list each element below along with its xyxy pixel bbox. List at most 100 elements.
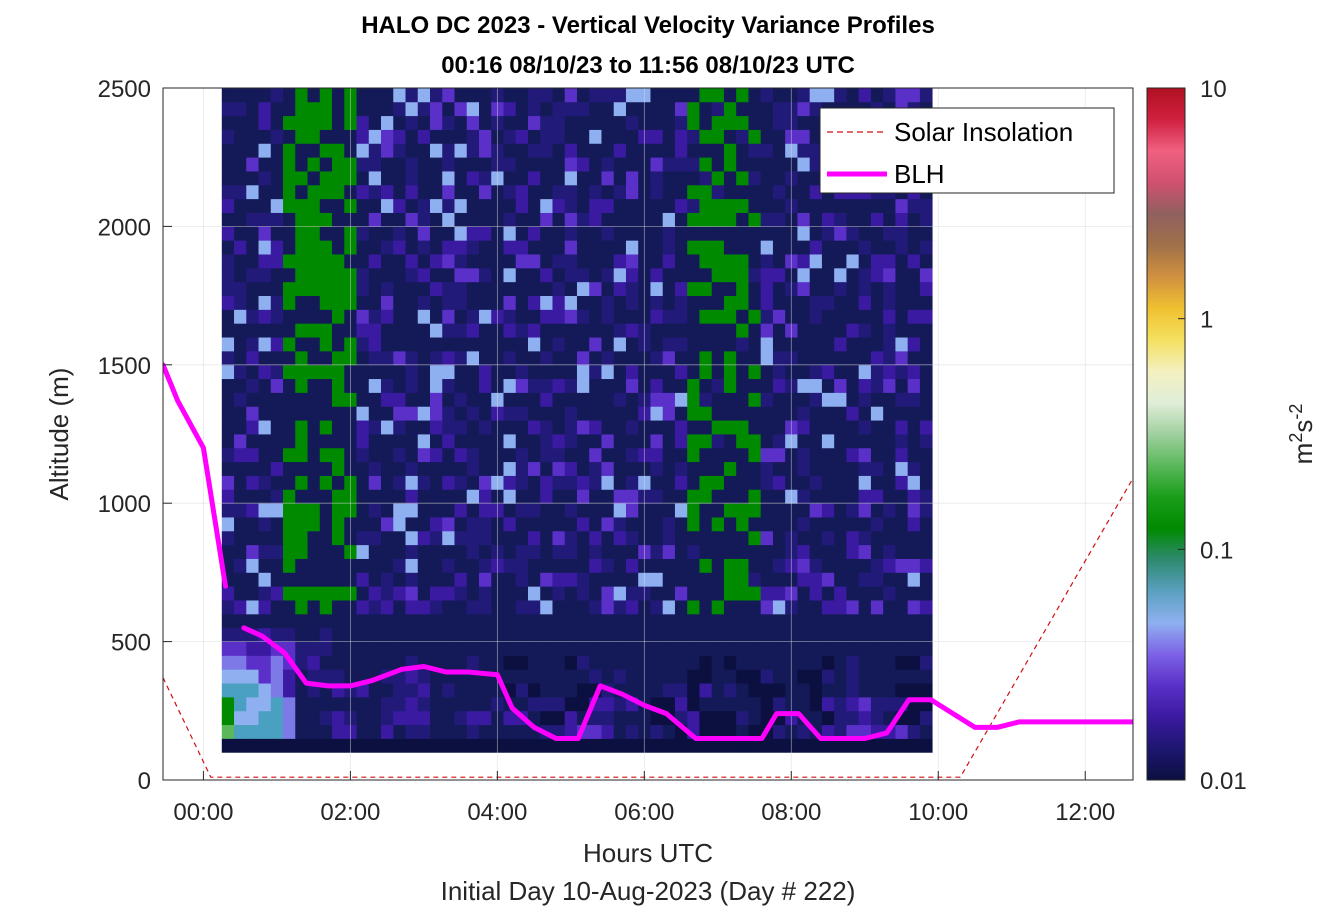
heatmap-cell: [846, 696, 860, 712]
heatmap-cell: [576, 184, 590, 200]
heatmap-cell: [234, 655, 247, 670]
heatmap-cell: [405, 392, 419, 407]
heatmap-cell: [870, 530, 884, 546]
heatmap-cell: [613, 572, 627, 587]
heatmap-cell: [736, 171, 749, 186]
heatmap-cell: [368, 350, 382, 366]
heatmap-cell: [221, 724, 235, 739]
heatmap-cell: [760, 309, 774, 324]
heatmap-cell: [870, 572, 884, 587]
heatmap-cell: [368, 627, 382, 642]
heatmap-cell: [576, 641, 590, 656]
heatmap-cell: [454, 157, 468, 172]
heatmap-cell: [589, 669, 602, 684]
heatmap-cell: [454, 572, 468, 587]
heatmap-cell: [699, 88, 713, 103]
heatmap-cell: [772, 420, 786, 435]
heatmap-cell: [687, 378, 700, 393]
heatmap-cell: [883, 627, 896, 642]
heatmap-cell: [907, 558, 921, 573]
heatmap-cell: [332, 267, 345, 283]
heatmap-cell: [674, 240, 688, 255]
heatmap-cell: [589, 558, 602, 573]
heatmap-cell: [662, 240, 676, 255]
heatmap-cell: [589, 406, 602, 421]
heatmap-cell: [760, 600, 774, 615]
heatmap-cell: [589, 378, 602, 393]
heatmap-cell: [772, 378, 786, 393]
heatmap-cell: [613, 613, 627, 629]
heatmap-cell: [246, 364, 259, 380]
heatmap-cell: [442, 600, 455, 615]
heatmap-cell: [503, 627, 517, 642]
heatmap-cell: [674, 655, 688, 670]
heatmap-cell: [883, 530, 896, 546]
heatmap-cell: [307, 517, 321, 532]
heatmap-cell: [430, 392, 443, 407]
heatmap-cell: [711, 184, 725, 200]
heatmap-cell: [515, 530, 529, 546]
heatmap-cell: [674, 683, 688, 698]
heatmap-cell: [368, 406, 382, 421]
heatmap-cell: [699, 461, 713, 476]
heatmap-cell: [307, 364, 321, 380]
heatmap-cell: [466, 461, 480, 476]
heatmap-cell: [307, 434, 321, 449]
heatmap-cell: [650, 710, 664, 726]
heatmap-cell: [466, 323, 480, 338]
heatmap-cell: [699, 212, 713, 227]
heatmap-cell: [332, 738, 345, 753]
x-tick-label: 02:00: [320, 799, 380, 826]
heatmap-cell: [295, 295, 308, 310]
heatmap-cell: [442, 240, 455, 255]
heatmap-cell: [736, 337, 749, 352]
heatmap-cell: [454, 392, 468, 407]
heatmap-cell: [307, 655, 321, 670]
heatmap-cell: [589, 364, 602, 380]
heatmap-cell: [883, 420, 896, 435]
heatmap-cell: [576, 600, 590, 615]
heatmap-cell: [650, 129, 664, 144]
heatmap-cell: [356, 309, 370, 324]
heatmap-cell: [687, 434, 700, 449]
heatmap-cell: [821, 350, 835, 366]
heatmap-cell: [858, 447, 872, 463]
heatmap-cell: [442, 184, 455, 200]
heatmap-cell: [503, 212, 517, 227]
heatmap-cell: [368, 323, 382, 338]
heatmap-cell: [907, 669, 921, 684]
heatmap-cell: [552, 267, 566, 283]
heatmap-cell: [772, 530, 786, 546]
heatmap-cell: [405, 683, 419, 698]
heatmap-cell: [723, 157, 737, 172]
heatmap-cell: [564, 710, 578, 726]
heatmap-cell: [601, 420, 615, 435]
heatmap-cell: [870, 212, 884, 227]
heatmap-cell: [589, 738, 602, 753]
heatmap-cell: [760, 392, 774, 407]
heatmap-cell: [723, 364, 737, 380]
heatmap-cell: [883, 240, 896, 255]
heatmap-cell: [221, 447, 235, 463]
heatmap-cell: [283, 143, 296, 158]
heatmap-cell: [540, 281, 553, 296]
heatmap-cell: [650, 143, 664, 158]
heatmap-cell: [515, 143, 529, 158]
heatmap-cell: [478, 309, 492, 324]
heatmap-cell: [540, 198, 553, 213]
heatmap-cell: [736, 101, 749, 117]
heatmap-cell: [234, 198, 247, 213]
heatmap-cell: [454, 600, 468, 615]
heatmap-cell: [625, 447, 639, 463]
heatmap-cell: [393, 295, 406, 310]
heatmap-cell: [576, 101, 590, 117]
heatmap-cell: [748, 143, 762, 158]
heatmap-cell: [442, 447, 455, 463]
heatmap-cell: [748, 364, 762, 380]
heatmap-cell: [503, 88, 517, 103]
heatmap-cell: [478, 683, 492, 698]
heatmap-cell: [809, 350, 823, 366]
heatmap-cell: [711, 323, 725, 338]
